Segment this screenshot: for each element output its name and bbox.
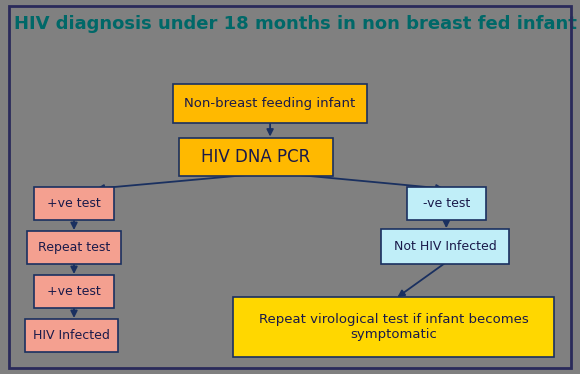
Text: Non-breast feeding infant: Non-breast feeding infant — [184, 97, 356, 110]
FancyBboxPatch shape — [34, 187, 114, 220]
FancyBboxPatch shape — [27, 231, 121, 264]
FancyBboxPatch shape — [179, 138, 333, 176]
FancyBboxPatch shape — [233, 297, 554, 358]
Text: HIV diagnosis under 18 months in non breast fed infant: HIV diagnosis under 18 months in non bre… — [14, 15, 577, 33]
Text: +ve test: +ve test — [47, 197, 101, 210]
FancyBboxPatch shape — [24, 319, 118, 352]
FancyBboxPatch shape — [173, 85, 367, 123]
FancyBboxPatch shape — [34, 275, 114, 308]
Text: Repeat test: Repeat test — [38, 241, 110, 254]
Text: -ve test: -ve test — [423, 197, 470, 210]
Text: +ve test: +ve test — [47, 285, 101, 298]
Text: Not HIV Infected: Not HIV Infected — [393, 240, 496, 253]
FancyBboxPatch shape — [381, 229, 509, 264]
Text: HIV Infected: HIV Infected — [33, 329, 110, 342]
FancyBboxPatch shape — [407, 187, 486, 220]
Text: HIV DNA PCR: HIV DNA PCR — [201, 148, 310, 166]
Text: Repeat virological test if infant becomes
symptomatic: Repeat virological test if infant become… — [259, 313, 528, 341]
